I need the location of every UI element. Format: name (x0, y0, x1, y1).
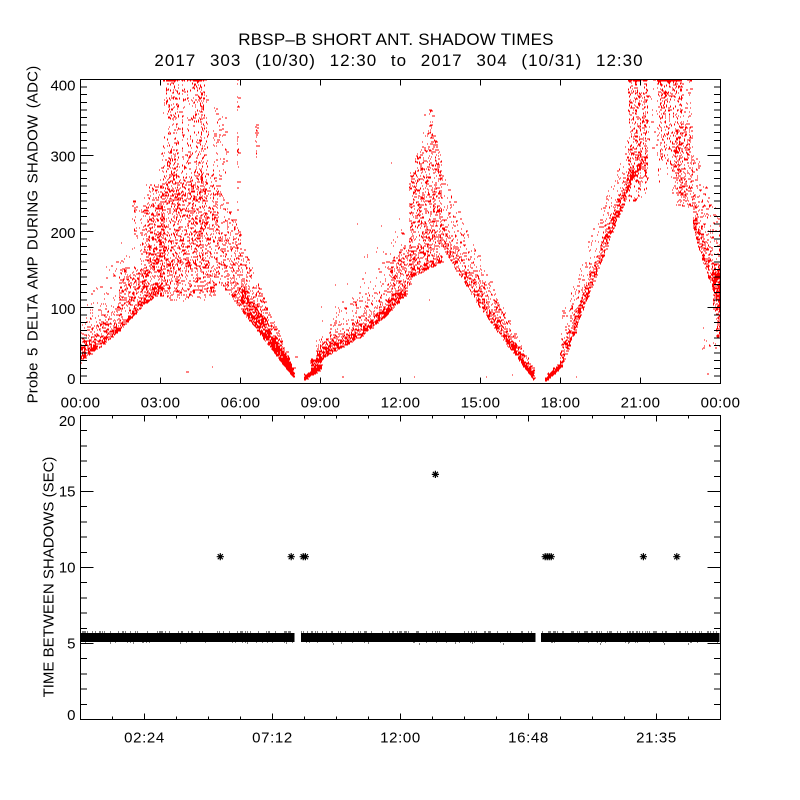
svg-text:12:00: 12:00 (380, 730, 421, 747)
svg-text:16:48: 16:48 (508, 730, 549, 747)
svg-text:07:12: 07:12 (252, 730, 293, 747)
svg-text:21:35: 21:35 (636, 730, 677, 747)
svg-text:Probe 5 DELTA AMP DURING SHADO: Probe 5 DELTA AMP DURING SHADOW (ADC) (25, 66, 42, 404)
svg-text:12:00: 12:00 (381, 395, 421, 412)
svg-text:18:00: 18:00 (541, 395, 581, 412)
svg-text:300: 300 (50, 149, 75, 166)
svg-text:5: 5 (67, 635, 75, 652)
svg-text:200: 200 (50, 225, 75, 242)
svg-text:100: 100 (50, 301, 75, 318)
svg-text:03:00: 03:00 (141, 395, 181, 412)
svg-text:10: 10 (59, 560, 76, 577)
svg-text:15:00: 15:00 (461, 395, 501, 412)
svg-text:TIME BETWEEN SHADOWS (SEC): TIME BETWEEN SHADOWS (SEC) (41, 457, 58, 698)
svg-text:06:00: 06:00 (221, 395, 261, 412)
svg-text:00:00: 00:00 (61, 395, 101, 412)
svg-text:09:00: 09:00 (301, 395, 341, 412)
svg-text:400: 400 (50, 78, 75, 95)
svg-text:02:24: 02:24 (124, 730, 165, 747)
svg-text:RBSP–B SHORT ANT. SHADOW TIMES: RBSP–B SHORT ANT. SHADOW TIMES (238, 30, 554, 49)
svg-text:20: 20 (59, 413, 76, 430)
svg-text:21:00: 21:00 (621, 395, 661, 412)
svg-text:0: 0 (67, 707, 75, 724)
svg-text:00:00: 00:00 (701, 395, 741, 412)
svg-text:0: 0 (67, 371, 75, 388)
svg-text:2017 303 (10/30) 12:30 to 2017: 2017 303 (10/30) 12:30 to 2017 304 (10/3… (154, 51, 643, 70)
svg-text:15: 15 (59, 484, 76, 501)
